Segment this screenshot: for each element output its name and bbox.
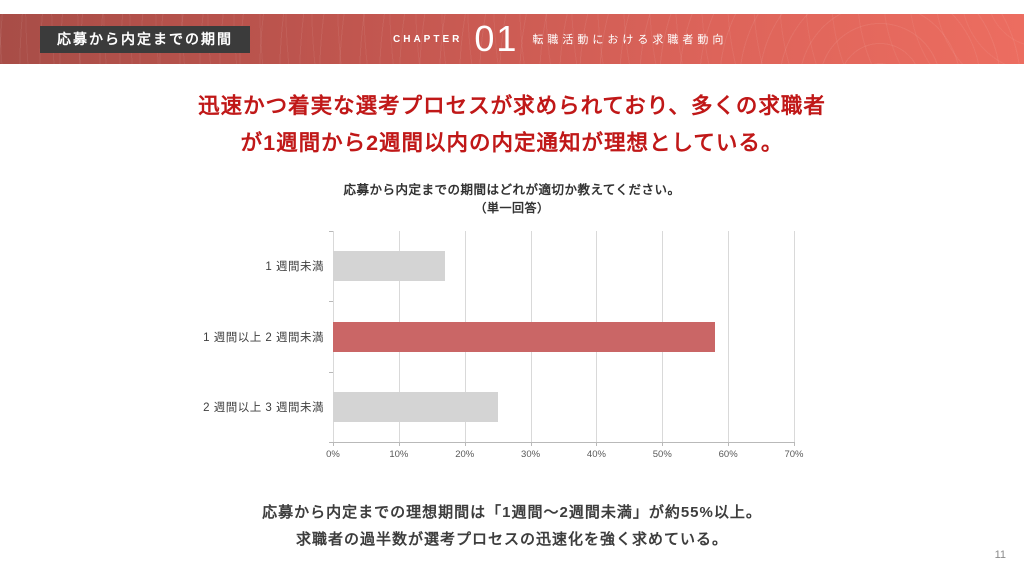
x-axis-tick	[728, 442, 730, 446]
chart-bar-highlighted	[333, 321, 715, 352]
summary-line2: 求職者の過半数が選考プロセスの迅速化を強く求めている。	[295, 531, 728, 548]
chart-subtitle: （単一回答）	[474, 201, 550, 215]
x-tick-label: 50%	[652, 449, 672, 460]
headline: 迅速かつ着実な選考プロセスが求められており、多くの求職者 が1週間から2週間以内…	[0, 88, 1024, 162]
x-tick-label: 10%	[389, 449, 409, 460]
chart-bar	[333, 251, 445, 282]
section-badge-label: 応募から内定までの期間	[57, 31, 233, 47]
x-axis-tick	[530, 442, 532, 446]
chapter-number: 01	[474, 18, 519, 59]
y-axis-tick	[329, 371, 333, 373]
category-label: 2 週間以上 3 週間未満	[203, 401, 324, 414]
x-axis-tick	[398, 442, 400, 446]
y-axis-tick	[329, 442, 333, 443]
x-tick-label: 60%	[718, 449, 738, 460]
gridline	[794, 231, 795, 442]
category-label: 1 週間未満	[265, 261, 324, 274]
page-number: 11	[994, 549, 1006, 561]
chapter-title: 転職活動における求職者動向	[532, 34, 728, 46]
x-tick-label: 70%	[784, 449, 804, 460]
x-axis-tick	[333, 442, 334, 446]
x-tick-label: 0%	[326, 449, 340, 460]
x-tick-label: 20%	[455, 449, 475, 460]
headline-line1: 迅速かつ着実な選考プロセスが求められており、多くの求職者	[198, 94, 826, 118]
summary-line1: 応募から内定までの理想期間は「1週間〜2週間未満」が約55%以上。	[262, 504, 762, 521]
headline-line2: が1週間から2週間以内の内定通知が理想としている。	[240, 131, 784, 155]
y-axis-tick	[329, 301, 333, 303]
x-axis-tick	[794, 442, 795, 446]
x-axis-tick	[464, 442, 466, 446]
x-tick-label: 30%	[521, 449, 541, 460]
gridline	[728, 231, 730, 442]
header-band: 応募から内定までの期間 CHAPTER 01 転職活動における求職者動向	[0, 14, 1024, 64]
chapter-label: CHAPTER	[393, 33, 463, 45]
chapter-block: CHAPTER 01 転職活動における求職者動向	[393, 14, 727, 64]
chart-plot-area: 0% 10% 20% 30% 40% 50% 60% 70% 1 週間未満 1 週間以上 2 週間…	[203, 231, 804, 460]
section-badge: 応募から内定までの期間	[40, 26, 250, 53]
summary-text: 応募から内定までの理想期間は「1週間〜2週間未満」が約55%以上。 求職者の過半…	[0, 499, 1024, 553]
category-label: 1 週間以上 2 週間未満	[203, 331, 324, 344]
y-axis-tick	[329, 231, 333, 232]
x-tick-label: 40%	[586, 449, 606, 460]
chart-bar	[333, 391, 498, 422]
x-axis-tick	[596, 442, 598, 446]
x-axis-tick	[662, 442, 664, 446]
chart-title: 応募から内定までの期間はどれが適切か教えてください。	[343, 183, 681, 197]
